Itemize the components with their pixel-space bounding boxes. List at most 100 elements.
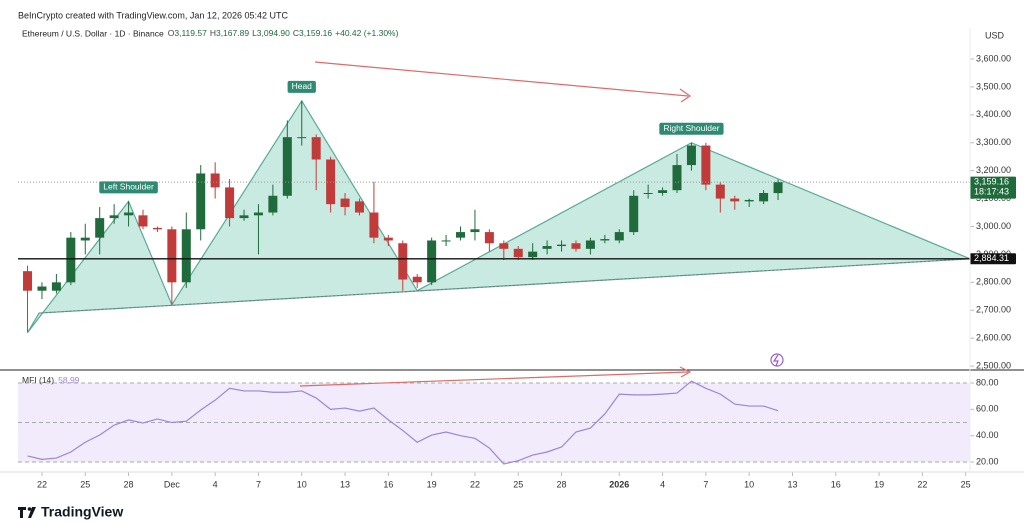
y-tick-label: 60.00: [976, 404, 999, 414]
candle-body: [181, 229, 191, 283]
candle-body: [109, 215, 119, 219]
event-icon[interactable]: [770, 353, 784, 367]
candle-body: [513, 248, 523, 258]
y-tick-label: 2,500.00: [976, 360, 1011, 370]
candle-body: [37, 286, 47, 291]
ohlc-key: C: [293, 28, 299, 38]
x-tick-label: 10: [297, 479, 307, 489]
candle-body: [542, 246, 552, 249]
y-tick-label: 3,200.00: [976, 165, 1011, 175]
x-tick-label: 28: [557, 479, 567, 489]
candle-body: [152, 227, 162, 230]
x-tick-label: 22: [37, 479, 47, 489]
indicator-legend: MFI (14) 58.99: [22, 375, 80, 385]
candle-body: [124, 212, 134, 216]
arrow-head: [679, 88, 692, 103]
x-tick-label: 25: [80, 479, 90, 489]
candle-body: [484, 232, 494, 244]
arrow-line: [299, 371, 689, 387]
candle-body: [730, 198, 740, 202]
legend-value: 58.99: [58, 375, 80, 385]
candle-body: [441, 240, 451, 242]
x-tick-label: 4: [213, 479, 218, 489]
currency: USD: [985, 30, 1005, 40]
annotation: Left Shoulder: [103, 182, 154, 192]
annotation-box: [99, 181, 158, 194]
legend-name: MFI (14): [22, 375, 54, 385]
y-tick-label: 3,300.00: [976, 137, 1011, 147]
ohlc-legend: O3,119.57 H3,167.89 L3,094.90 C3,159.16 +40.…: [168, 28, 399, 38]
price-pane: 2,500.002,600.002,700.002,800.002,900.00…: [18, 53, 1016, 370]
candle-body: [412, 276, 422, 283]
y-tick-label: 80.00: [976, 377, 999, 387]
y-tick-label: 2,700.00: [976, 305, 1011, 315]
arrow-line: [314, 61, 689, 97]
x-tick-label: Dec: [164, 479, 181, 489]
change: +40.42 (+1.30%): [335, 28, 398, 38]
candle-body: [354, 201, 364, 213]
y-tick-label: 3,500.00: [976, 81, 1011, 91]
annotation: Right Shoulder: [663, 123, 719, 133]
candle-body: [253, 212, 263, 216]
candle-body: [585, 240, 595, 249]
candle-body: [427, 240, 437, 283]
countdown-label: 18:17:43: [974, 186, 1009, 196]
x-tick-label: 16: [831, 479, 841, 489]
annotation-box: [287, 80, 316, 93]
candle-body: [759, 192, 769, 202]
candle-body: [268, 195, 278, 213]
candle-body: [51, 282, 61, 291]
candle-body: [80, 237, 90, 241]
x-tick-label: 4: [660, 479, 665, 489]
x-tick-label: 13: [340, 479, 350, 489]
x-tick-label: 22: [917, 479, 927, 489]
x-tick-label: 7: [703, 479, 708, 489]
candle-body: [571, 243, 581, 249]
mfi-line: [27, 380, 779, 465]
candle-body: [643, 192, 653, 194]
ohlc-key: O: [168, 28, 175, 38]
logo-dot: [27, 507, 32, 511]
mfi-pane: 20.00 40.00 60.00 80.00 MFI (14) 58.99 22 25 28 D…: [18, 375, 999, 489]
ohlc-value: 3,119.57: [174, 28, 207, 38]
x-tick-label: 28: [124, 479, 134, 489]
ohlc-key: H: [210, 28, 216, 38]
candle-body: [715, 184, 725, 199]
candle-body: [557, 244, 567, 247]
ohlc-key: L: [252, 28, 257, 38]
candle-body: [282, 137, 292, 196]
candle-body: [614, 232, 624, 241]
x-tick-label: 25: [513, 479, 523, 489]
candle-body: [686, 145, 696, 166]
candle-body: [499, 243, 509, 249]
x-tick-label: 10: [744, 479, 754, 489]
logo-mark: [18, 507, 36, 518]
candle-body: [297, 137, 307, 139]
ohlc-value: 3,167.89: [216, 28, 249, 38]
x-tick-label: 13: [787, 479, 797, 489]
y-tick-label: 3,000.00: [976, 221, 1011, 231]
x-tick-label: 19: [874, 479, 884, 489]
candle-body: [383, 237, 393, 241]
x-tick-label: 22: [470, 479, 480, 489]
brand: TradingView: [41, 504, 123, 520]
y-tick-label: 2,600.00: [976, 333, 1011, 343]
price-label-box: [970, 176, 1016, 199]
candle-body: [528, 251, 538, 258]
candle-body: [138, 215, 148, 227]
logo: TradingView: [18, 504, 123, 520]
price-label: 3,159.16: [974, 176, 1009, 186]
candle-body: [456, 232, 466, 238]
y-tick-label: 20.00: [976, 456, 999, 466]
candle-body: [398, 243, 408, 280]
credit: BeInCrypto created with TradingView.com,…: [18, 10, 288, 20]
ohlc-value: 3,159.16: [299, 28, 332, 38]
candle-body: [225, 187, 235, 219]
candle-body: [340, 198, 350, 207]
candle-body: [672, 165, 682, 191]
pattern-baseline: [39, 258, 971, 314]
y-tick-label: 40.00: [976, 430, 999, 440]
symbol: Ethereum / U.S. Dollar · 1D · Binance: [22, 28, 164, 38]
candle-body: [629, 195, 639, 233]
